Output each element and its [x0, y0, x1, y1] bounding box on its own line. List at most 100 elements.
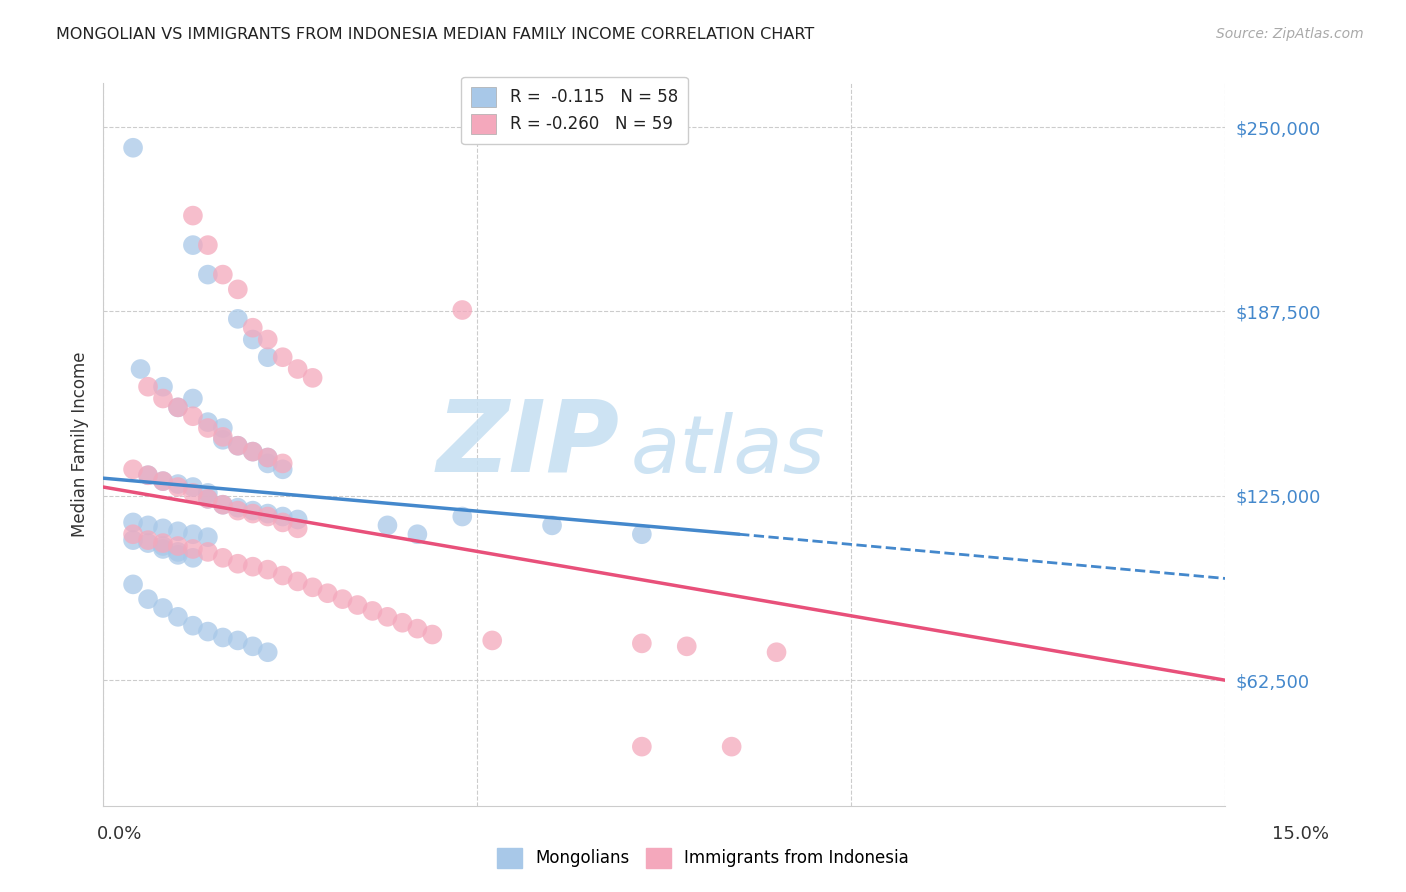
Point [226, 633, 249, 648]
Point [136, 380, 159, 394]
Point [197, 415, 219, 429]
Point [242, 559, 264, 574]
Point [256, 507, 278, 521]
Point [271, 516, 294, 530]
Point [167, 545, 190, 559]
Point [256, 457, 278, 471]
Point [197, 421, 219, 435]
Point [226, 503, 249, 517]
Point [181, 409, 204, 424]
Point [242, 640, 264, 654]
Point [377, 518, 399, 533]
Point [256, 450, 278, 465]
Text: 15.0%: 15.0% [1272, 825, 1329, 843]
Point [152, 392, 174, 406]
Legend: R =  -0.115   N = 58, R = -0.260   N = 59: R = -0.115 N = 58, R = -0.260 N = 59 [461, 77, 688, 144]
Point [226, 282, 249, 296]
Point [122, 516, 145, 530]
Text: Source: ZipAtlas.com: Source: ZipAtlas.com [1216, 27, 1364, 41]
Point [181, 209, 204, 223]
Point [167, 539, 190, 553]
Point [256, 350, 278, 364]
Text: ZIP: ZIP [436, 396, 620, 492]
Point [211, 268, 233, 282]
Point [181, 480, 204, 494]
Point [181, 392, 204, 406]
Point [256, 645, 278, 659]
Point [346, 598, 368, 612]
Point [242, 444, 264, 458]
Text: MONGOLIAN VS IMMIGRANTS FROM INDONESIA MEDIAN FAMILY INCOME CORRELATION CHART: MONGOLIAN VS IMMIGRANTS FROM INDONESIA M… [56, 27, 814, 42]
Point [301, 371, 323, 385]
Point [122, 533, 145, 548]
Point [256, 450, 278, 465]
Point [122, 141, 145, 155]
Point [287, 521, 309, 535]
Point [406, 622, 429, 636]
Point [287, 512, 309, 526]
Point [197, 545, 219, 559]
Point [136, 533, 159, 548]
Point [301, 580, 323, 594]
Point [136, 468, 159, 483]
Text: 0.0%: 0.0% [97, 825, 142, 843]
Point [211, 498, 233, 512]
Point [631, 739, 654, 754]
Point [226, 500, 249, 515]
Point [720, 739, 742, 754]
Point [136, 592, 159, 607]
Point [122, 577, 145, 591]
Point [451, 509, 474, 524]
Point [136, 468, 159, 483]
Point [197, 530, 219, 544]
Point [271, 509, 294, 524]
Point [271, 457, 294, 471]
Point [167, 610, 190, 624]
Point [675, 640, 697, 654]
Point [181, 527, 204, 541]
Point [226, 439, 249, 453]
Text: atlas: atlas [631, 412, 825, 491]
Point [152, 536, 174, 550]
Point [211, 550, 233, 565]
Point [211, 498, 233, 512]
Point [167, 524, 190, 539]
Point [122, 527, 145, 541]
Point [197, 238, 219, 252]
Point [242, 507, 264, 521]
Point [271, 350, 294, 364]
Point [197, 624, 219, 639]
Point [256, 509, 278, 524]
Point [211, 631, 233, 645]
Point [152, 474, 174, 488]
Point [271, 462, 294, 476]
Point [226, 439, 249, 453]
Point [377, 610, 399, 624]
Point [406, 527, 429, 541]
Point [226, 557, 249, 571]
Point [152, 539, 174, 553]
Point [152, 380, 174, 394]
Point [152, 601, 174, 615]
Point [361, 604, 384, 618]
Point [541, 518, 564, 533]
Point [129, 362, 152, 376]
Point [181, 550, 204, 565]
Point [181, 238, 204, 252]
Point [451, 303, 474, 318]
Point [765, 645, 787, 659]
Point [136, 536, 159, 550]
Point [631, 527, 654, 541]
Point [197, 268, 219, 282]
Point [271, 568, 294, 582]
Point [316, 586, 339, 600]
Legend: Mongolians, Immigrants from Indonesia: Mongolians, Immigrants from Indonesia [491, 841, 915, 875]
Point [167, 401, 190, 415]
Point [167, 401, 190, 415]
Point [211, 421, 233, 435]
Point [287, 362, 309, 376]
Point [197, 491, 219, 506]
Point [287, 574, 309, 589]
Point [242, 444, 264, 458]
Point [226, 311, 249, 326]
